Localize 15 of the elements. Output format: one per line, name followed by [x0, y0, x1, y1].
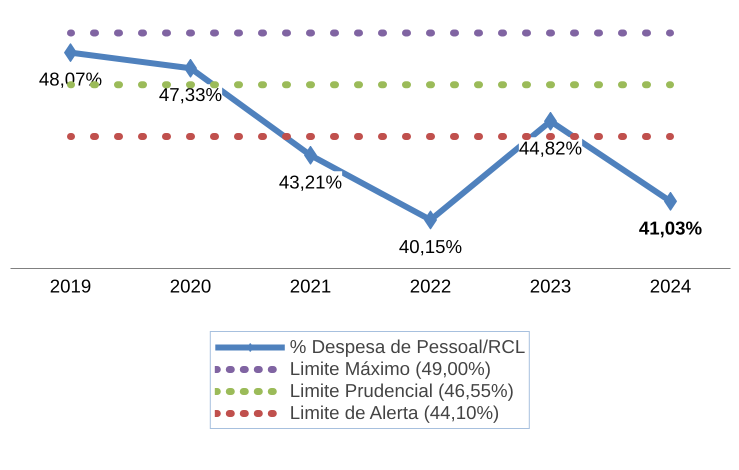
legend-label: Limite Máximo (49,00%): [290, 358, 491, 380]
x-tick-label: 2024: [650, 276, 692, 296]
x-tick-label: 2022: [410, 276, 452, 296]
legend-label: Limite de Alerta (44,10%): [290, 402, 500, 424]
data-label: 40,15%: [398, 236, 462, 257]
x-tick-label: 2019: [50, 276, 92, 296]
legend-label: % Despesa de Pessoal/RCL: [290, 336, 526, 358]
x-tick-label: 2021: [290, 276, 332, 296]
data-label: 41,03%: [638, 217, 703, 238]
x-tick-label: 2023: [530, 276, 572, 296]
data-label: 47,33%: [158, 84, 222, 106]
legend-label: Limite Prudencial (46,55%): [290, 380, 514, 402]
data-label: 43,21%: [278, 171, 342, 192]
x-tick-label: 2020: [170, 276, 212, 296]
data-label: 44,82%: [518, 137, 582, 158]
